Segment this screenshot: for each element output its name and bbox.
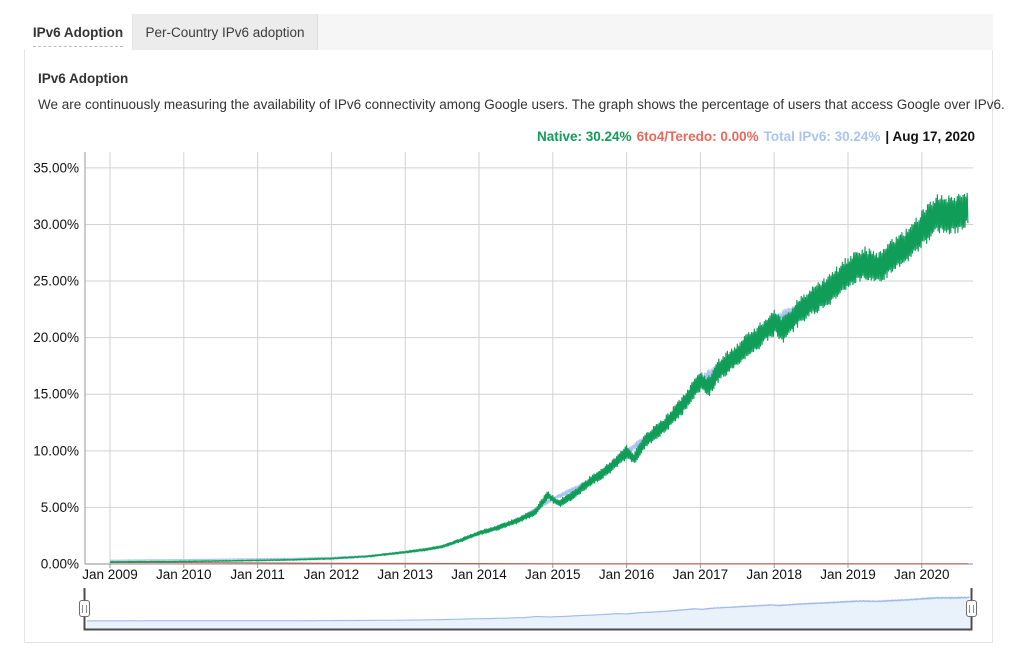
- chart-plot-area[interactable]: [85, 152, 973, 564]
- y-axis-label: 30.00%: [33, 217, 79, 232]
- tab-bar: IPv6 Adoption Per-Country IPv6 adoption: [24, 14, 993, 50]
- legend-item-native: Native: 30.24%: [537, 129, 632, 144]
- tab-ipv6-adoption[interactable]: IPv6 Adoption: [24, 14, 133, 50]
- x-axis-label: Jan 2009: [82, 567, 138, 582]
- x-axis-label: Jan 2013: [377, 567, 433, 582]
- y-axis-label: 10.00%: [33, 443, 79, 458]
- content-panel: [24, 50, 993, 643]
- slider-grip-icon: [82, 604, 87, 613]
- legend-item-date: | Aug 17, 2020: [885, 129, 975, 144]
- overview-line: [86, 596, 970, 622]
- legend-item-6to4-teredo: 6to4/Teredo: 0.00%: [636, 129, 759, 144]
- slider-grip-icon: [969, 604, 974, 613]
- page-description: We are continuously measuring the availa…: [38, 97, 1005, 112]
- legend-item-total-ipv6: Total IPv6: 30.24%: [763, 129, 881, 144]
- y-axis-label: 5.00%: [41, 500, 79, 515]
- x-axis-label: Jan 2011: [230, 567, 285, 582]
- x-axis-label: Jan 2016: [599, 567, 655, 582]
- slider-handle-left[interactable]: [79, 600, 90, 617]
- x-axis-label: Jan 2014: [451, 567, 507, 582]
- series-6to4-teredo: [110, 562, 969, 565]
- tab-ipv6-adoption-label: IPv6 Adoption: [32, 25, 124, 47]
- page-title: IPv6 Adoption: [38, 71, 129, 86]
- slider-handle-right[interactable]: [966, 600, 977, 617]
- tab-per-country-label: Per-Country IPv6 adoption: [145, 24, 305, 40]
- x-axis-label: Jan 2012: [304, 567, 360, 582]
- chart-legend: Native: 30.24% 6to4/Teredo: 0.00% Total IP…: [532, 129, 975, 144]
- x-axis-label: Jan 2018: [746, 567, 802, 582]
- series-native: [109, 192, 969, 563]
- y-axis-label: 25.00%: [33, 274, 79, 289]
- y-axis-label: 0.00%: [41, 557, 79, 572]
- tab-per-country-ipv6-adoption[interactable]: Per-Country IPv6 adoption: [133, 14, 318, 50]
- range-slider-track[interactable]: [86, 598, 970, 628]
- y-axis-label: 20.00%: [33, 330, 79, 345]
- x-axis-label: Jan 2019: [820, 567, 876, 582]
- x-axis-label: Jan 2010: [156, 567, 212, 582]
- y-axis-label: 15.00%: [33, 387, 79, 402]
- x-axis-label: Jan 2020: [894, 567, 950, 582]
- y-axis-label: 35.00%: [33, 160, 79, 175]
- x-axis-label: Jan 2017: [673, 567, 729, 582]
- x-axis-label: Jan 2015: [525, 567, 581, 582]
